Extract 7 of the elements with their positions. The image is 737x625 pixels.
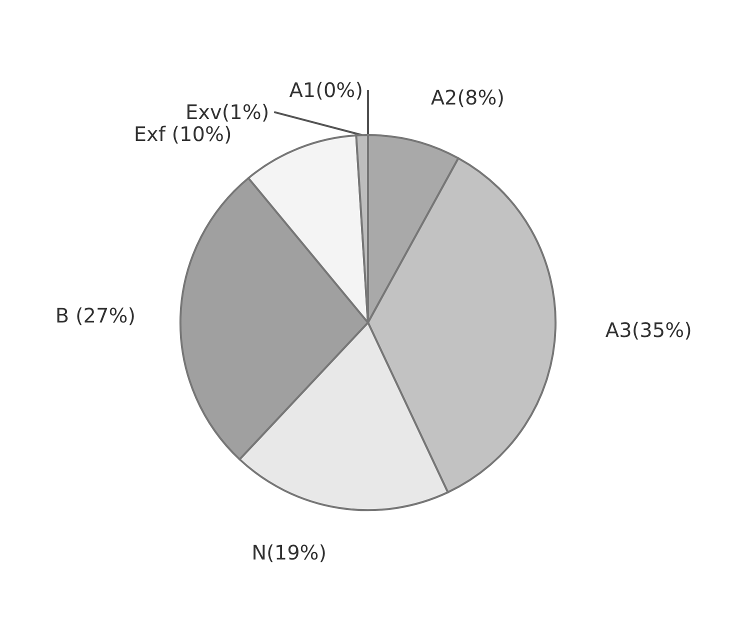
slice-label: Exv(1%) bbox=[186, 100, 270, 124]
slice-label: A3(35%) bbox=[605, 318, 692, 342]
category-label: A1(0%) bbox=[289, 78, 363, 102]
slice-label: N(19%) bbox=[252, 540, 327, 564]
slice-label: Exf (10%) bbox=[134, 122, 232, 146]
slice-label: B (27%) bbox=[55, 303, 136, 328]
slice-label: A2(8%) bbox=[430, 85, 505, 110]
